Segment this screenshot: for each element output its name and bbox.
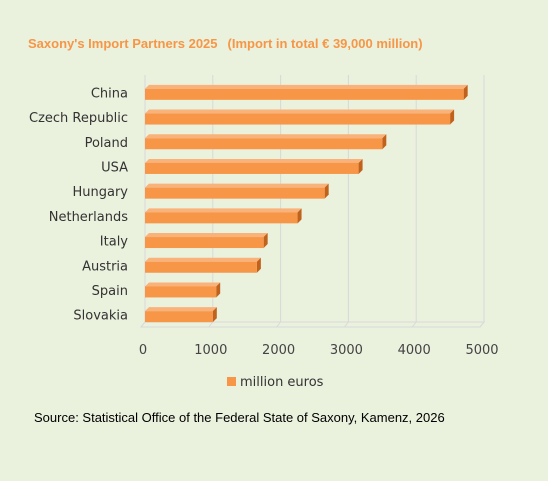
x-tick-label: 5000	[465, 343, 498, 358]
grid-line-floor	[411, 321, 417, 328]
bar-front	[145, 138, 383, 150]
x-tick-labels: 0 1000 2000 3000 4000 5000	[139, 343, 499, 358]
bar-front	[145, 113, 451, 125]
bar-top	[145, 282, 221, 287]
x-tick-label: 4000	[398, 343, 431, 358]
category-label: Slovakia	[73, 309, 128, 324]
bar-front	[145, 261, 257, 273]
category-label: Hungary	[72, 185, 128, 200]
x-tick-label: 0	[139, 343, 147, 358]
bar-top	[145, 134, 387, 139]
legend-swatch	[227, 377, 236, 386]
bars	[145, 84, 468, 323]
bar-front	[145, 88, 464, 100]
bar-poland	[145, 134, 387, 150]
bar-side	[463, 84, 468, 100]
bar-china	[145, 84, 468, 100]
bar-side	[358, 158, 363, 174]
chart-floor	[139, 321, 486, 328]
category-label: USA	[101, 160, 128, 175]
bar-front	[145, 286, 217, 298]
grid-line-floor	[140, 321, 146, 328]
chart-title: Saxony's Import Partners 2025 (Import in …	[28, 36, 538, 51]
bar-netherlands	[145, 208, 302, 224]
category-label: China	[91, 86, 128, 101]
bar-top	[145, 158, 363, 163]
bar-chart: China Czech Republic Poland USA Hungary Nethe…	[29, 75, 499, 390]
category-label: Netherlands	[49, 210, 128, 225]
grid-line-floor	[208, 321, 214, 328]
category-label: Spain	[92, 284, 128, 299]
category-labels: China Czech Republic Poland USA Hungary Nethe…	[29, 86, 128, 323]
legend-label: million euros	[240, 375, 324, 390]
category-label: Czech Republic	[29, 111, 128, 126]
bar-top	[145, 257, 261, 262]
chart-title-main: Saxony's Import Partners 2025	[28, 36, 218, 51]
bar-side	[297, 208, 302, 224]
bar-side	[324, 183, 329, 199]
x-tick-label: 2000	[262, 343, 295, 358]
grid-line-floor	[479, 321, 485, 328]
bar-top	[145, 208, 302, 213]
source-note: Source: Statistical Office of the Federa…	[34, 410, 445, 425]
bar-front	[145, 187, 325, 199]
bar-side	[216, 282, 221, 298]
category-label: Austria	[82, 259, 128, 274]
bar-top	[145, 109, 455, 114]
x-tick-label: 1000	[194, 343, 227, 358]
category-label: Italy	[100, 235, 129, 250]
bar-top	[145, 307, 217, 312]
x-tick-label: 3000	[330, 343, 363, 358]
bar-usa	[145, 158, 363, 174]
bar-top	[145, 183, 329, 188]
bar-top	[145, 84, 468, 89]
chart-subtitle: (Import in total € 39,000 million)	[227, 36, 423, 51]
bar-austria	[145, 257, 261, 273]
bar-front	[145, 212, 298, 224]
grid-line-floor	[276, 321, 281, 328]
bar-spain	[145, 282, 221, 298]
bar-side	[382, 134, 387, 150]
category-label: Poland	[85, 136, 128, 151]
bar-side	[212, 307, 217, 323]
bar-top	[145, 233, 268, 238]
bar-italy	[145, 233, 268, 249]
bar-hungary	[145, 183, 329, 199]
grid-line-floor	[344, 321, 349, 328]
legend: million euros	[227, 375, 324, 390]
bar-side	[450, 109, 455, 125]
bar-side	[263, 233, 268, 249]
bar-front	[145, 311, 213, 323]
bar-front	[145, 237, 264, 249]
bar-slovakia	[145, 307, 217, 323]
bar-czech-republic	[145, 109, 455, 125]
bar-side	[256, 257, 261, 273]
bar-front	[145, 162, 359, 174]
